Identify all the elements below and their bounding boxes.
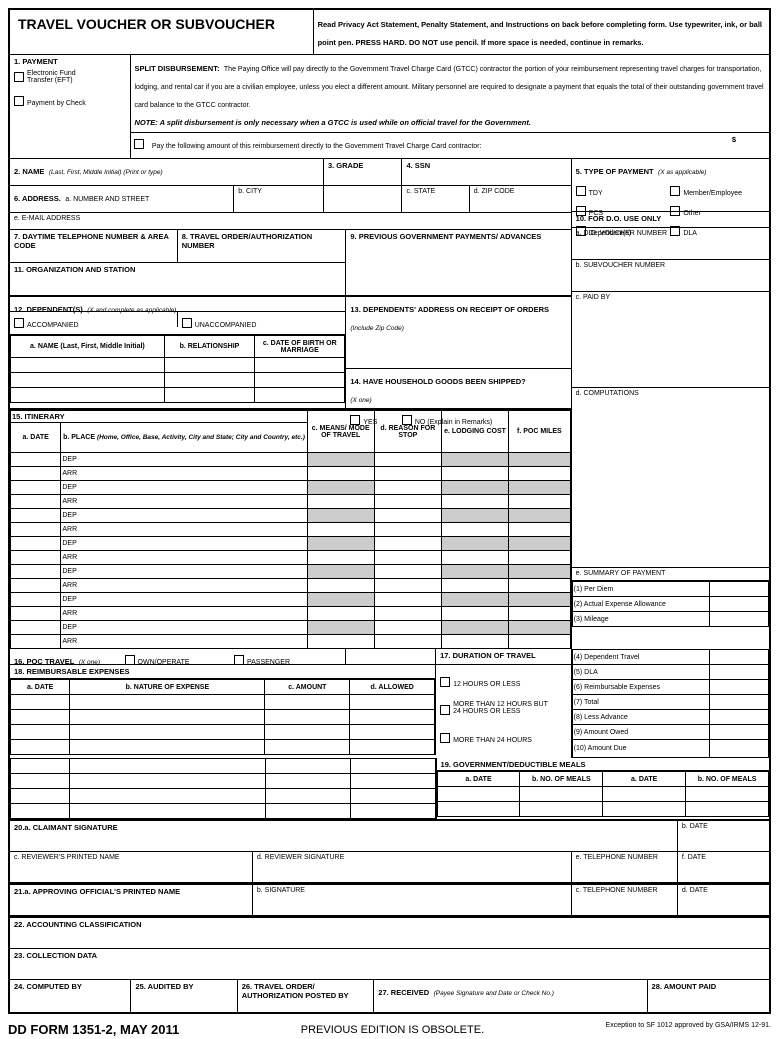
split-header: SPLIT DISBURSEMENT: <box>134 64 219 73</box>
privacy-statement: Read Privacy Act Statement, Penalty Stat… <box>318 20 762 47</box>
eft-label: Electronic Fund Transfer (EFT) <box>27 70 97 84</box>
ssn-label: 4. SSN <box>402 159 570 185</box>
exception-notice: Exception to SF 1012 approved by GSA/IRM… <box>606 1022 771 1037</box>
check-checkbox[interactable] <box>14 96 24 106</box>
meals-table: a. DATEb. NO. OF MEALSa. DATEb. NO. OF M… <box>437 771 769 817</box>
form-title: TRAVEL VOUCHER OR SUBVOUCHER <box>10 10 314 54</box>
split-note: NOTE: A split disbursement is only neces… <box>134 118 530 127</box>
own-checkbox[interactable] <box>125 655 135 665</box>
unaccompanied-checkbox[interactable] <box>182 318 192 328</box>
hhg-no-checkbox[interactable] <box>402 415 412 425</box>
dollar-sign: $ <box>732 135 736 144</box>
itinerary-table: 15. ITINERARY c. MEANS/ MODE OF TRAVEL d… <box>10 410 571 649</box>
hhg-yes-checkbox[interactable] <box>350 415 360 425</box>
split-pay-checkbox[interactable] <box>134 139 144 149</box>
dur-12-checkbox[interactable] <box>440 677 450 687</box>
eft-checkbox[interactable] <box>14 72 24 82</box>
reimbursable-table: a. DATEb. NATURE OF EXPENSEc. AMOUNTd. A… <box>10 679 435 755</box>
accompanied-checkbox[interactable] <box>14 318 24 328</box>
dependents-table: a. NAME (Last, First, Middle Initial)b. … <box>10 335 345 403</box>
name-label: 2. NAME <box>14 167 44 176</box>
obsolete-notice: PREVIOUS EDITION IS OBSOLETE. <box>301 1024 484 1036</box>
summary-table: (1) Per Diem (2) Actual Expense Allowanc… <box>572 581 769 627</box>
email-label: e. E-MAIL ADDRESS <box>10 213 571 229</box>
tdy-checkbox[interactable] <box>576 186 586 196</box>
payment-label: 1. PAYMENT <box>14 57 126 66</box>
reimbursable-extra <box>10 758 436 819</box>
summary-table-2: (4) Dependent Travel (5) DLA (6) Reimbur… <box>572 649 769 758</box>
passenger-checkbox[interactable] <box>234 655 244 665</box>
grade-label: 3. GRADE <box>324 159 402 185</box>
dur-more-checkbox[interactable] <box>440 733 450 743</box>
member-checkbox[interactable] <box>670 186 680 196</box>
form-container: TRAVEL VOUCHER OR SUBVOUCHER Read Privac… <box>8 8 771 1014</box>
check-label: Payment by Check <box>27 100 86 107</box>
split-body: The Paying Office will pay directly to t… <box>134 66 763 109</box>
form-number: DD FORM 1351-2, MAY 2011 <box>8 1022 179 1037</box>
split-pay-label: Pay the following amount of this reimbur… <box>152 143 482 150</box>
dur-24-checkbox[interactable] <box>440 705 450 715</box>
